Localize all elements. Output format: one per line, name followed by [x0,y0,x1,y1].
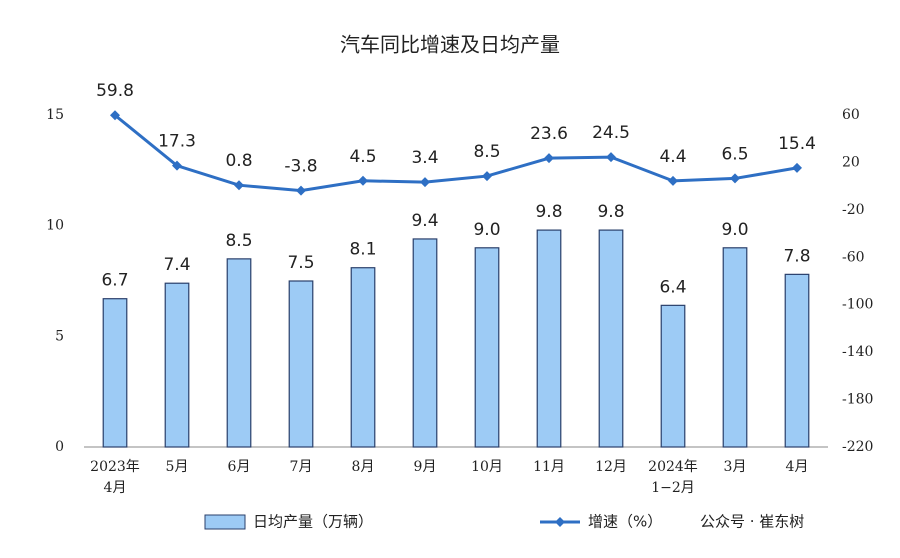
x-tick-label: 8月 [352,459,375,475]
bar-label: 9.8 [597,202,624,222]
y2-tick-label: -140 [842,344,873,360]
y-tick-label: 5 [55,328,64,344]
bar-label: 9.4 [411,211,438,231]
line-marker [792,162,802,173]
chart-title: 汽车同比增速及日均产量 [340,33,560,57]
line-marker [730,173,740,184]
line-marker [296,185,306,196]
watermark: 公众号 · 崔东树 [700,513,804,531]
line-marker [606,152,616,163]
bar [412,238,438,448]
y2-tick-label: 20 [842,154,860,170]
line-label: 59.8 [96,81,134,101]
bar [288,280,314,448]
line-label: 8.5 [473,142,500,162]
x-tick-label: 2024年 [648,459,698,475]
x-tick-label: 4月 [104,480,127,496]
y2-tick-label: -180 [842,392,873,408]
y2-tick-label: -20 [842,202,865,218]
bar [226,258,252,448]
bar-label: 8.1 [349,240,376,260]
y2-tick-label: -60 [842,249,865,265]
bar [102,298,128,448]
bar [474,247,500,448]
x-tick-label: 5月 [166,459,189,475]
bar [784,273,810,448]
line-label: 3.4 [411,148,438,168]
x-tick-label: 6月 [228,459,251,475]
bar-label: 6.4 [659,277,686,297]
bar-label: 8.5 [225,231,252,251]
bar-label: 6.7 [101,271,128,291]
line-label: -3.8 [284,157,317,177]
line-label: 15.4 [778,134,816,154]
line-label: 4.5 [349,147,376,167]
y2-tick-label: 60 [842,107,860,123]
bar-label: 7.4 [163,255,190,275]
line-marker [420,177,430,188]
legend-label: 增速（%） [588,513,662,531]
bar [722,247,748,448]
line [114,114,798,193]
line-marker [358,175,368,186]
bar [598,229,624,448]
x-tick-label: 11月 [533,459,565,475]
y-tick-label: 10 [46,218,64,234]
bar-label: 7.8 [783,246,810,266]
y2-tick-label: -220 [842,439,873,455]
x-tick-label: 10月 [471,459,503,475]
y-tick-label: 15 [46,107,64,123]
bar [164,282,190,448]
line-marker [544,153,554,164]
bar-label: 7.5 [287,253,314,273]
line-marker [482,171,492,182]
line-label: 23.6 [530,124,568,144]
line-label: 6.5 [721,144,748,164]
line-label: 4.4 [659,147,686,167]
legend-swatch [204,514,246,530]
line-label: 0.8 [225,151,252,171]
line-marker [234,180,244,191]
x-tick-label: 12月 [595,459,627,475]
x-tick-label: 9月 [414,459,437,475]
legend-swatch [555,517,565,527]
bar-label: 9.0 [721,220,748,240]
bar-label: 9.8 [535,202,562,222]
legend-label: 日均产量（万辆） [253,513,373,531]
line-label: 17.3 [158,132,196,152]
line-label: 24.5 [592,123,630,143]
bar [350,267,376,448]
line-marker [110,110,120,121]
y-tick-label: 0 [55,439,64,455]
bar [660,304,686,448]
x-tick-label: 7月 [290,459,313,475]
x-tick-label: 1−2月 [651,480,695,496]
x-tick-label: 3月 [724,459,747,475]
bar-label: 9.0 [473,220,500,240]
line-marker [172,160,182,171]
bar [536,229,562,448]
line-marker [668,175,678,186]
x-tick-label: 2023年 [90,459,140,475]
y2-tick-label: -100 [842,297,873,313]
x-tick-label: 4月 [786,459,809,475]
